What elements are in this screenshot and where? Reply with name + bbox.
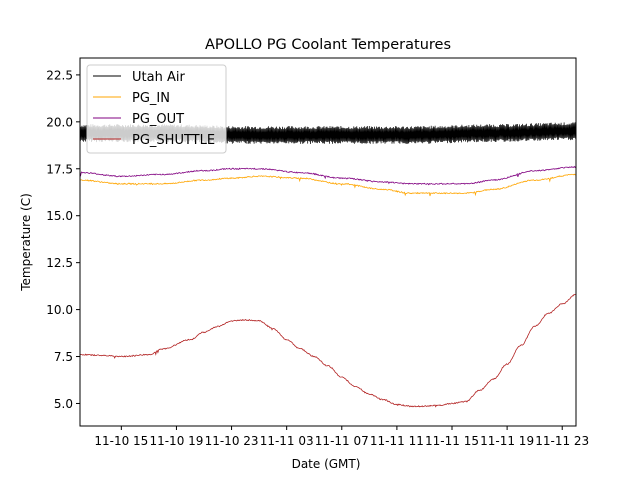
x-tick-label: 11-11 03: [260, 434, 314, 448]
x-tick-label: 11-10 23: [205, 434, 259, 448]
plot-frame: [79, 57, 577, 427]
legend-label: PG_SHUTTLE: [132, 133, 215, 148]
y-tick-label: 15.0: [46, 209, 73, 223]
legend-label: PG_OUT: [132, 112, 184, 127]
x-tick-label: 11-11 11: [370, 434, 424, 448]
series-line-pg-shuttle: [79, 294, 576, 408]
y-tick-label: 12.5: [46, 256, 73, 270]
y-tick-label: 10.0: [46, 303, 73, 317]
series-line-pg-in: [79, 173, 576, 197]
series-line-pg-out: [79, 165, 577, 186]
y-tick-label: 17.5: [46, 162, 73, 176]
x-tick-label: 11-11 23: [535, 434, 589, 448]
legend: Utah Air PG_IN PG_OUT PG_SHUTTLE: [86, 64, 227, 154]
x-axis-label: Date (GMT): [292, 457, 361, 471]
x-tick-label: 11-11 07: [315, 434, 369, 448]
y-tick-label: 20.0: [46, 115, 73, 129]
y-axis-label: Temperature (C): [19, 193, 33, 292]
x-tick-label: 11-10 15: [94, 434, 148, 448]
chart-title: APOLLO PG Coolant Temperatures: [205, 37, 451, 53]
y-tick-label: 7.5: [54, 350, 73, 364]
legend-label: PG_IN: [132, 91, 170, 106]
y-tick-label: 5.0: [54, 397, 73, 411]
x-axis: 11-10 15 11-10 19 11-10 23 11-11 03 11-11 07…: [94, 426, 589, 448]
y-axis: 5.0 7.5 10.0 12.5 15.0 17.5 20.0 22.5: [46, 68, 80, 411]
x-tick-label: 11-11 15: [425, 434, 479, 448]
plot-area: [79, 122, 577, 408]
y-tick-label: 22.5: [46, 68, 73, 82]
x-tick-label: 11-10 19: [149, 434, 203, 448]
x-tick-label: 11-11 19: [480, 434, 534, 448]
legend-label: Utah Air: [132, 70, 185, 85]
legend-box: [86, 64, 227, 154]
